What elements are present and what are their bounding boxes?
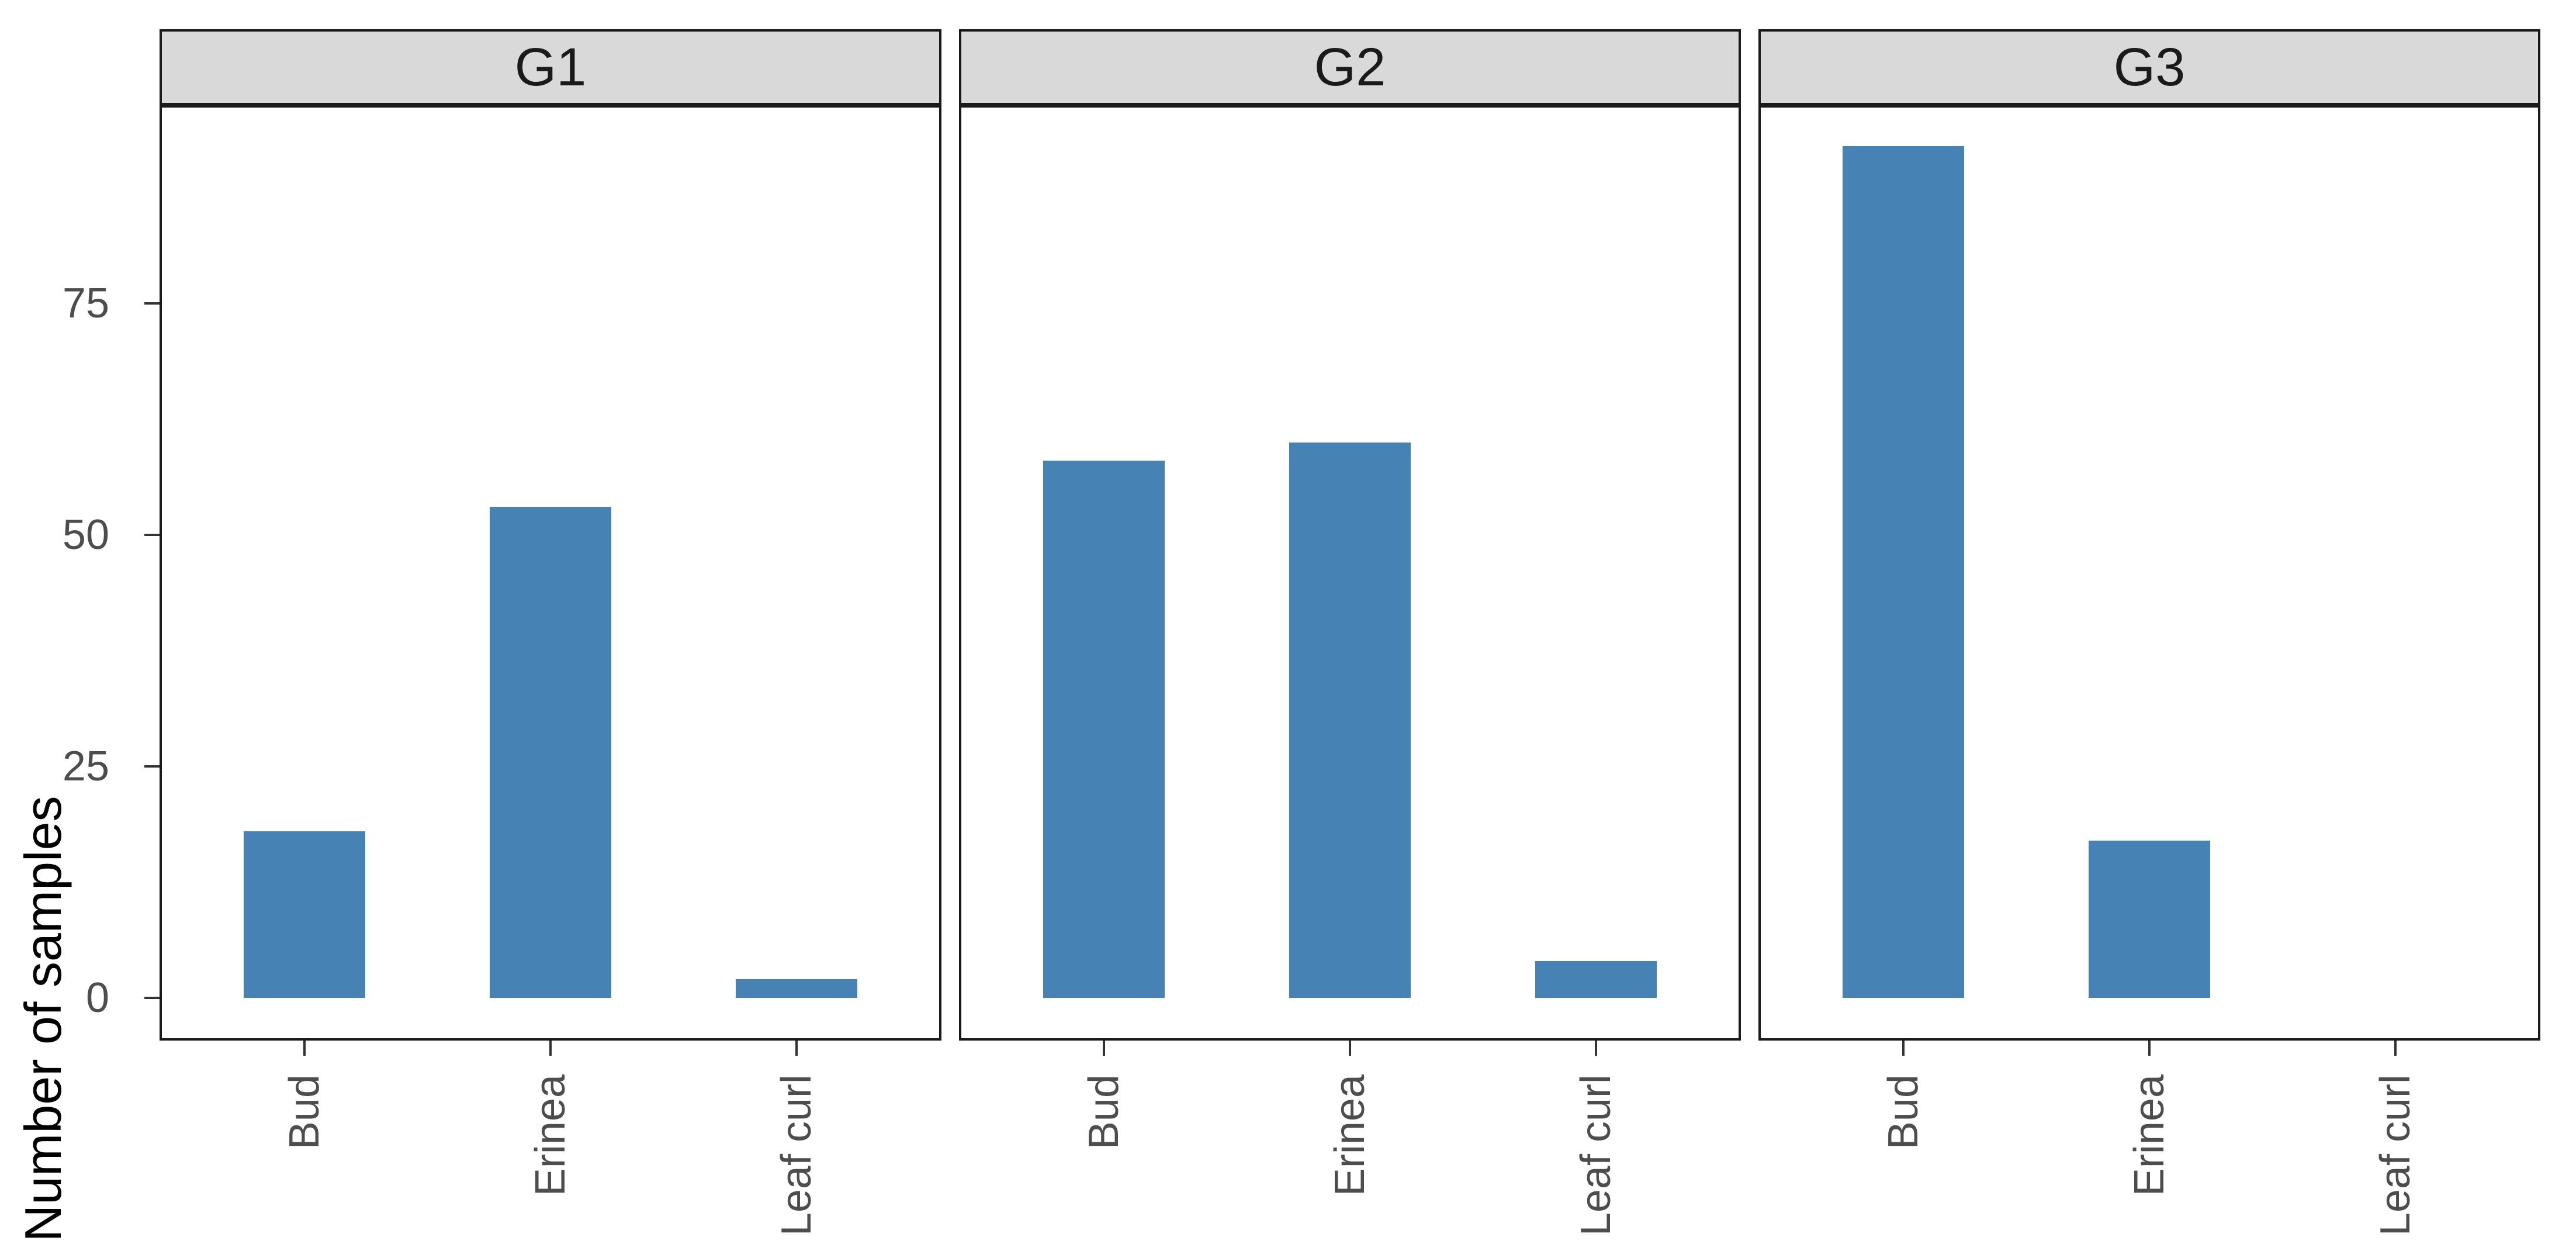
bar [1842, 146, 1964, 998]
x-tick-mark [1102, 1041, 1105, 1056]
x-tick-label: Erinea [2126, 1074, 2173, 1197]
facet-strip: G3 [1758, 29, 2540, 105]
x-tick-mark [795, 1041, 798, 1056]
x-tick-mark [549, 1041, 552, 1056]
y-tick-mark [144, 765, 160, 768]
x-tick-label: Bud [1879, 1074, 1927, 1150]
y-tick-mark [144, 997, 160, 999]
bar [243, 831, 365, 998]
x-tick-label: Bud [1080, 1074, 1127, 1150]
x-tick-label: Leaf curl [1573, 1074, 1620, 1236]
bar [1535, 960, 1657, 998]
facet-strip: G2 [959, 29, 1741, 105]
facet-strip: G1 [160, 29, 941, 105]
facet-strip-label: G3 [2113, 37, 2186, 97]
x-tick-label: Bud [281, 1074, 328, 1150]
bar [736, 979, 858, 998]
bar [1043, 461, 1165, 998]
x-tick-mark [1902, 1041, 1905, 1056]
y-tick-label: 75 [62, 280, 109, 327]
x-tick-mark [303, 1041, 306, 1056]
x-tick-mark [2148, 1041, 2151, 1056]
x-tick-label: Leaf curl [773, 1074, 820, 1236]
y-tick-label: 50 [62, 512, 109, 558]
y-tick-label: 25 [62, 743, 109, 790]
x-tick-label: Erinea [527, 1074, 574, 1197]
x-tick-label: Leaf curl [2372, 1074, 2419, 1236]
x-tick-mark [1349, 1041, 1351, 1056]
facet-strip-label: G2 [1314, 37, 1386, 97]
y-tick-mark [144, 534, 160, 536]
y-tick-mark [144, 302, 160, 305]
x-tick-label: Erinea [1327, 1074, 1373, 1197]
y-tick-label: 0 [85, 975, 109, 1021]
x-tick-mark [2394, 1041, 2397, 1056]
x-tick-mark [1595, 1041, 1598, 1056]
bar [490, 507, 611, 998]
facet-strip-label: G1 [514, 37, 587, 97]
bar [2089, 840, 2210, 998]
bar [1289, 442, 1411, 998]
